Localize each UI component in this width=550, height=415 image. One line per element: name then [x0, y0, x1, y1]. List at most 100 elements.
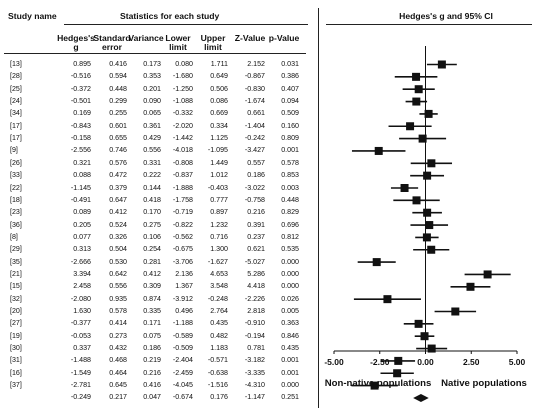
value-cell-var: 0.216: [143, 368, 161, 377]
value-cell-z: -1.147: [244, 393, 265, 402]
value-cell-g: -0.377: [70, 319, 91, 328]
value-cell-z: 0.216: [247, 208, 265, 217]
study-effect-marker: [422, 233, 431, 242]
x-tick-label: -2.50: [370, 357, 390, 367]
value-cell-se: 0.601: [109, 121, 127, 130]
left-direction-label: Non-native populations: [325, 378, 432, 389]
value-cell-g: -1.488: [70, 356, 91, 365]
value-cell-g: 0.895: [73, 60, 91, 68]
value-cell-ul: 0.482: [210, 331, 228, 340]
value-cell-ul: -1.627: [207, 257, 228, 266]
value-cell-ul: 0.506: [210, 84, 228, 93]
value-cell-ll: -1.088: [172, 97, 193, 106]
study-name-cell: [8]: [10, 232, 18, 241]
value-cell-var: 0.222: [143, 171, 161, 180]
value-cell-se: 0.935: [109, 294, 127, 303]
study-name-cell: [20]: [10, 307, 22, 315]
study-name-cell: [31]: [10, 356, 22, 365]
study-name-cell: [17]: [10, 134, 22, 143]
study-name-cell: [24]: [10, 97, 22, 106]
value-cell-ul: 0.897: [210, 208, 228, 217]
header-study-name: Study name: [8, 11, 57, 21]
value-cell-ul: 1.711: [210, 60, 228, 68]
study-effect-marker: [370, 381, 379, 390]
x-tick-label: 5.00: [509, 357, 526, 367]
study-effect-marker: [412, 72, 421, 81]
value-cell-ll: -0.562: [172, 232, 193, 241]
study-name-cell: [18]: [10, 195, 22, 204]
value-cell-z: -5.027: [244, 257, 265, 266]
value-cell-se: 0.255: [109, 109, 127, 118]
study-effect-marker: [406, 122, 415, 131]
value-cell-var: 0.353: [143, 72, 161, 81]
value-cell-ll: -0.674: [172, 393, 193, 402]
value-cell-var: 0.186: [143, 344, 161, 353]
value-cell-p: 0.000: [281, 381, 299, 390]
study-effect-marker: [412, 196, 421, 205]
value-cell-ul: 1.300: [210, 245, 228, 254]
value-cell-var: 0.874: [143, 294, 161, 303]
study-name-cell: [22]: [10, 183, 22, 192]
value-cell-z: 2.152: [247, 60, 265, 68]
value-cell-se: 0.655: [109, 134, 127, 143]
value-cell-var: 0.429: [143, 134, 161, 143]
value-cell-var: 0.275: [143, 220, 161, 229]
header-plot-rule: [326, 24, 532, 25]
value-cell-ll: -3.706: [172, 257, 193, 266]
value-cell-g: -0.053: [70, 331, 91, 340]
value-cell-p: 0.448: [281, 195, 299, 204]
value-cell-ll: 0.496: [175, 307, 193, 315]
value-cell-ul: -0.248: [207, 294, 228, 303]
value-cell-z: 0.237: [247, 232, 265, 241]
value-cell-p: 0.509: [281, 109, 299, 118]
value-cell-ll: -2.459: [172, 368, 193, 377]
value-cell-se: 0.412: [109, 208, 127, 217]
value-cell-ll: -1.758: [172, 195, 193, 204]
value-cell-g: -2.556: [70, 146, 91, 155]
value-cell-g: 0.205: [73, 220, 91, 229]
value-cell-ul: -0.571: [207, 356, 228, 365]
value-cell-g: 0.313: [73, 245, 91, 254]
value-cell-p: 0.000: [281, 269, 299, 278]
value-cell-se: 0.576: [109, 158, 127, 167]
table-plot-divider: [318, 8, 319, 408]
value-cell-se: 0.273: [109, 331, 127, 340]
value-cell-p: 0.031: [281, 60, 299, 68]
study-effect-marker: [483, 270, 492, 279]
value-cell-p: 0.005: [281, 307, 299, 315]
header-lower-limit: Lower limit: [165, 33, 191, 52]
study-effect-marker: [394, 356, 403, 365]
value-cell-g: 1.630: [73, 307, 91, 315]
value-cell-var: 0.106: [143, 232, 161, 241]
study-name-cell: [29]: [10, 245, 22, 254]
value-cell-ul: 0.649: [210, 72, 228, 81]
value-cell-z: -0.242: [244, 134, 265, 143]
value-cell-se: 0.299: [109, 97, 127, 106]
value-cell-ll: -1.680: [172, 72, 193, 81]
value-cell-g: -0.843: [70, 121, 91, 130]
value-cell-z: 2.818: [247, 307, 265, 315]
value-cell-ul: 4.653: [210, 269, 228, 278]
value-cell-ul: 0.669: [210, 109, 228, 118]
value-cell-se: 0.642: [109, 269, 127, 278]
summary-diamond: [413, 393, 429, 402]
value-cell-p: 0.853: [281, 171, 299, 180]
value-cell-var: 0.219: [143, 356, 161, 365]
study-name-cell: [19]: [10, 331, 22, 340]
value-cell-se: 0.416: [109, 60, 127, 68]
value-cell-g: -1.549: [70, 368, 91, 377]
study-name-cell: [32]: [10, 294, 22, 303]
value-cell-p: 0.001: [281, 356, 299, 365]
value-cell-ul: 0.086: [210, 97, 228, 106]
study-name-cell: [35]: [10, 257, 22, 266]
value-cell-ul: 1.125: [210, 134, 228, 143]
value-cell-z: -1.674: [244, 97, 265, 106]
value-cell-z: -0.867: [244, 72, 265, 81]
value-cell-ll: 0.080: [175, 60, 193, 68]
value-cell-ll: -0.808: [172, 158, 193, 167]
value-cell-g: 0.169: [73, 109, 91, 118]
value-cell-z: -0.758: [244, 195, 265, 204]
value-cell-p: 0.001: [281, 368, 299, 377]
value-cell-se: 0.647: [109, 195, 127, 204]
value-cell-g: -2.666: [70, 257, 91, 266]
